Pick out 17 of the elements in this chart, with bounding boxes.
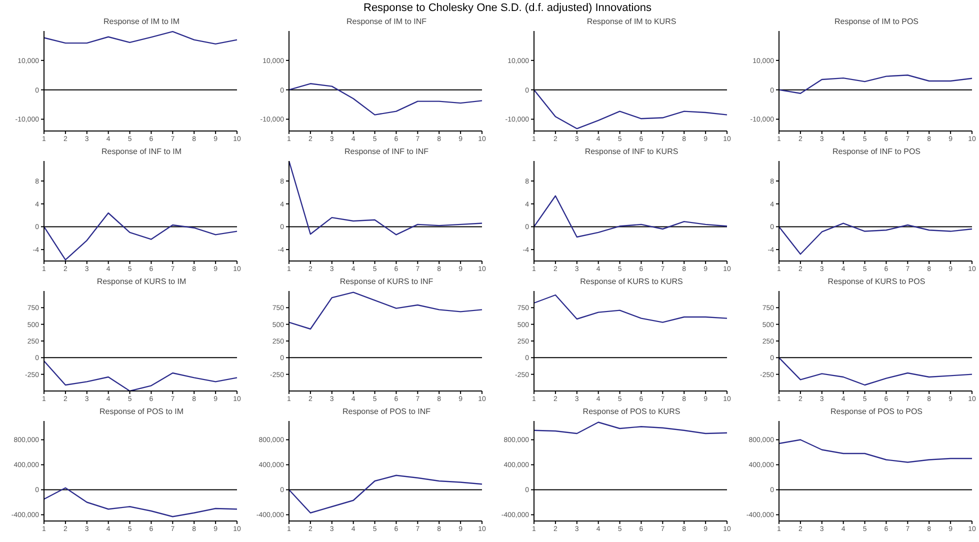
chart-title: Response of INF to IM — [100, 147, 183, 158]
chart-title: Response of INF to POS — [831, 147, 922, 158]
text: Response to Cholesky One S.D. (d.f. adjusted) Innovations — [362, 1, 652, 16]
chart-title: Response of POS to POS — [829, 407, 924, 418]
chart-title: Response of POS to INF — [341, 407, 432, 418]
chart-title: Response of IM to KURS — [586, 17, 678, 28]
chart-title: Response of INF to KURS — [584, 147, 680, 158]
chart-title: Response of IM to IM — [102, 17, 181, 28]
chart-title: Response of KURS to INF — [338, 277, 434, 288]
chart-title: Response of POS to KURS — [582, 407, 682, 418]
chart-title: Response of KURS to POS — [826, 277, 926, 288]
chart-title: Response of IM to INF — [345, 17, 428, 28]
chart-title: Response of INF to INF — [343, 147, 430, 158]
chart-title: Response of KURS to IM — [96, 277, 188, 288]
chart-title: Response of KURS to KURS — [579, 277, 684, 288]
chart-title: Response of POS to IM — [98, 407, 185, 418]
chart-title: Response of IM to POS — [833, 17, 920, 28]
